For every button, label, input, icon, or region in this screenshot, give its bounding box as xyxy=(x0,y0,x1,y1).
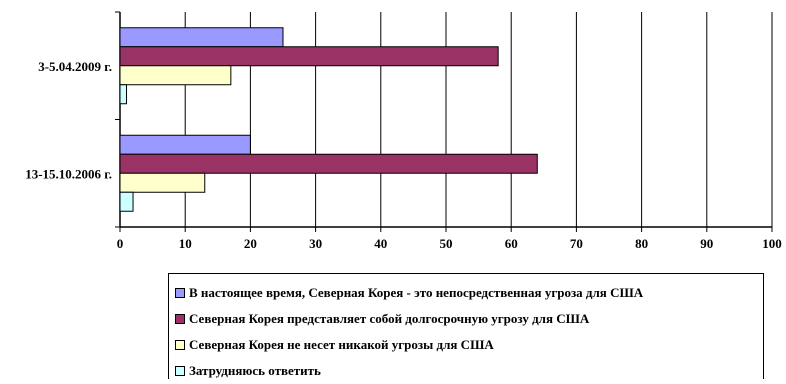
legend: В настоящее время, Северная Корея - это … xyxy=(168,273,764,379)
x-tick-label-50: 50 xyxy=(440,236,453,251)
legend-swatch-immediate-threat xyxy=(175,288,185,298)
bar-1-series-1 xyxy=(119,153,538,174)
x-tick-label-10: 10 xyxy=(179,236,192,251)
legend-label-no-threat: Северная Корея не несет никакой угрозы д… xyxy=(189,337,494,352)
bar-chart: 0 10 20 30 40 50 60 70 80 90 100 3-5.04.2009 г. 13-1… xyxy=(25,11,782,251)
bar-0-series-3 xyxy=(119,84,128,105)
legend-swatch-long-term-threat xyxy=(175,314,185,324)
legend-label-long-term-threat: Северная Корея представляет собой долгос… xyxy=(189,311,590,326)
legend-swatch-no-threat xyxy=(175,340,185,350)
x-tick-label-20: 20 xyxy=(244,236,257,251)
legend-item-hard-to-answer: Затрудняюсь ответить xyxy=(175,358,763,384)
legend-label-immediate-threat: В настоящее время, Северная Корея - это … xyxy=(189,285,644,300)
legend-item-immediate-threat: В настоящее время, Северная Корея - это … xyxy=(175,280,763,306)
category-label-1: 13-15.10.2006 г. xyxy=(25,166,112,181)
x-tick-label-100: 100 xyxy=(762,236,782,251)
legend-item-no-threat: Северная Корея не несет никакой угрозы д… xyxy=(175,332,763,358)
bar-0-series-2 xyxy=(119,65,232,86)
x-tick-label-0: 0 xyxy=(117,236,124,251)
bar-1-series-3 xyxy=(119,191,134,212)
x-tick-label-80: 80 xyxy=(635,236,648,251)
bar-0-series-1 xyxy=(119,46,499,67)
x-tick-label-60: 60 xyxy=(505,236,518,251)
legend-label-hard-to-answer: Затрудняюсь ответить xyxy=(189,363,321,378)
x-tick-label-90: 90 xyxy=(700,236,713,251)
bar-1-series-2 xyxy=(119,172,206,193)
x-tick-label-70: 70 xyxy=(570,236,583,251)
x-tick-label-30: 30 xyxy=(309,236,322,251)
bar-0-series-0 xyxy=(119,27,284,48)
x-tick-label-40: 40 xyxy=(374,236,387,251)
bar-1-series-0 xyxy=(119,134,251,155)
legend-swatch-hard-to-answer xyxy=(175,366,185,376)
legend-item-long-term-threat: Северная Корея представляет собой долгос… xyxy=(175,306,763,332)
category-label-0: 3-5.04.2009 г. xyxy=(38,59,112,74)
